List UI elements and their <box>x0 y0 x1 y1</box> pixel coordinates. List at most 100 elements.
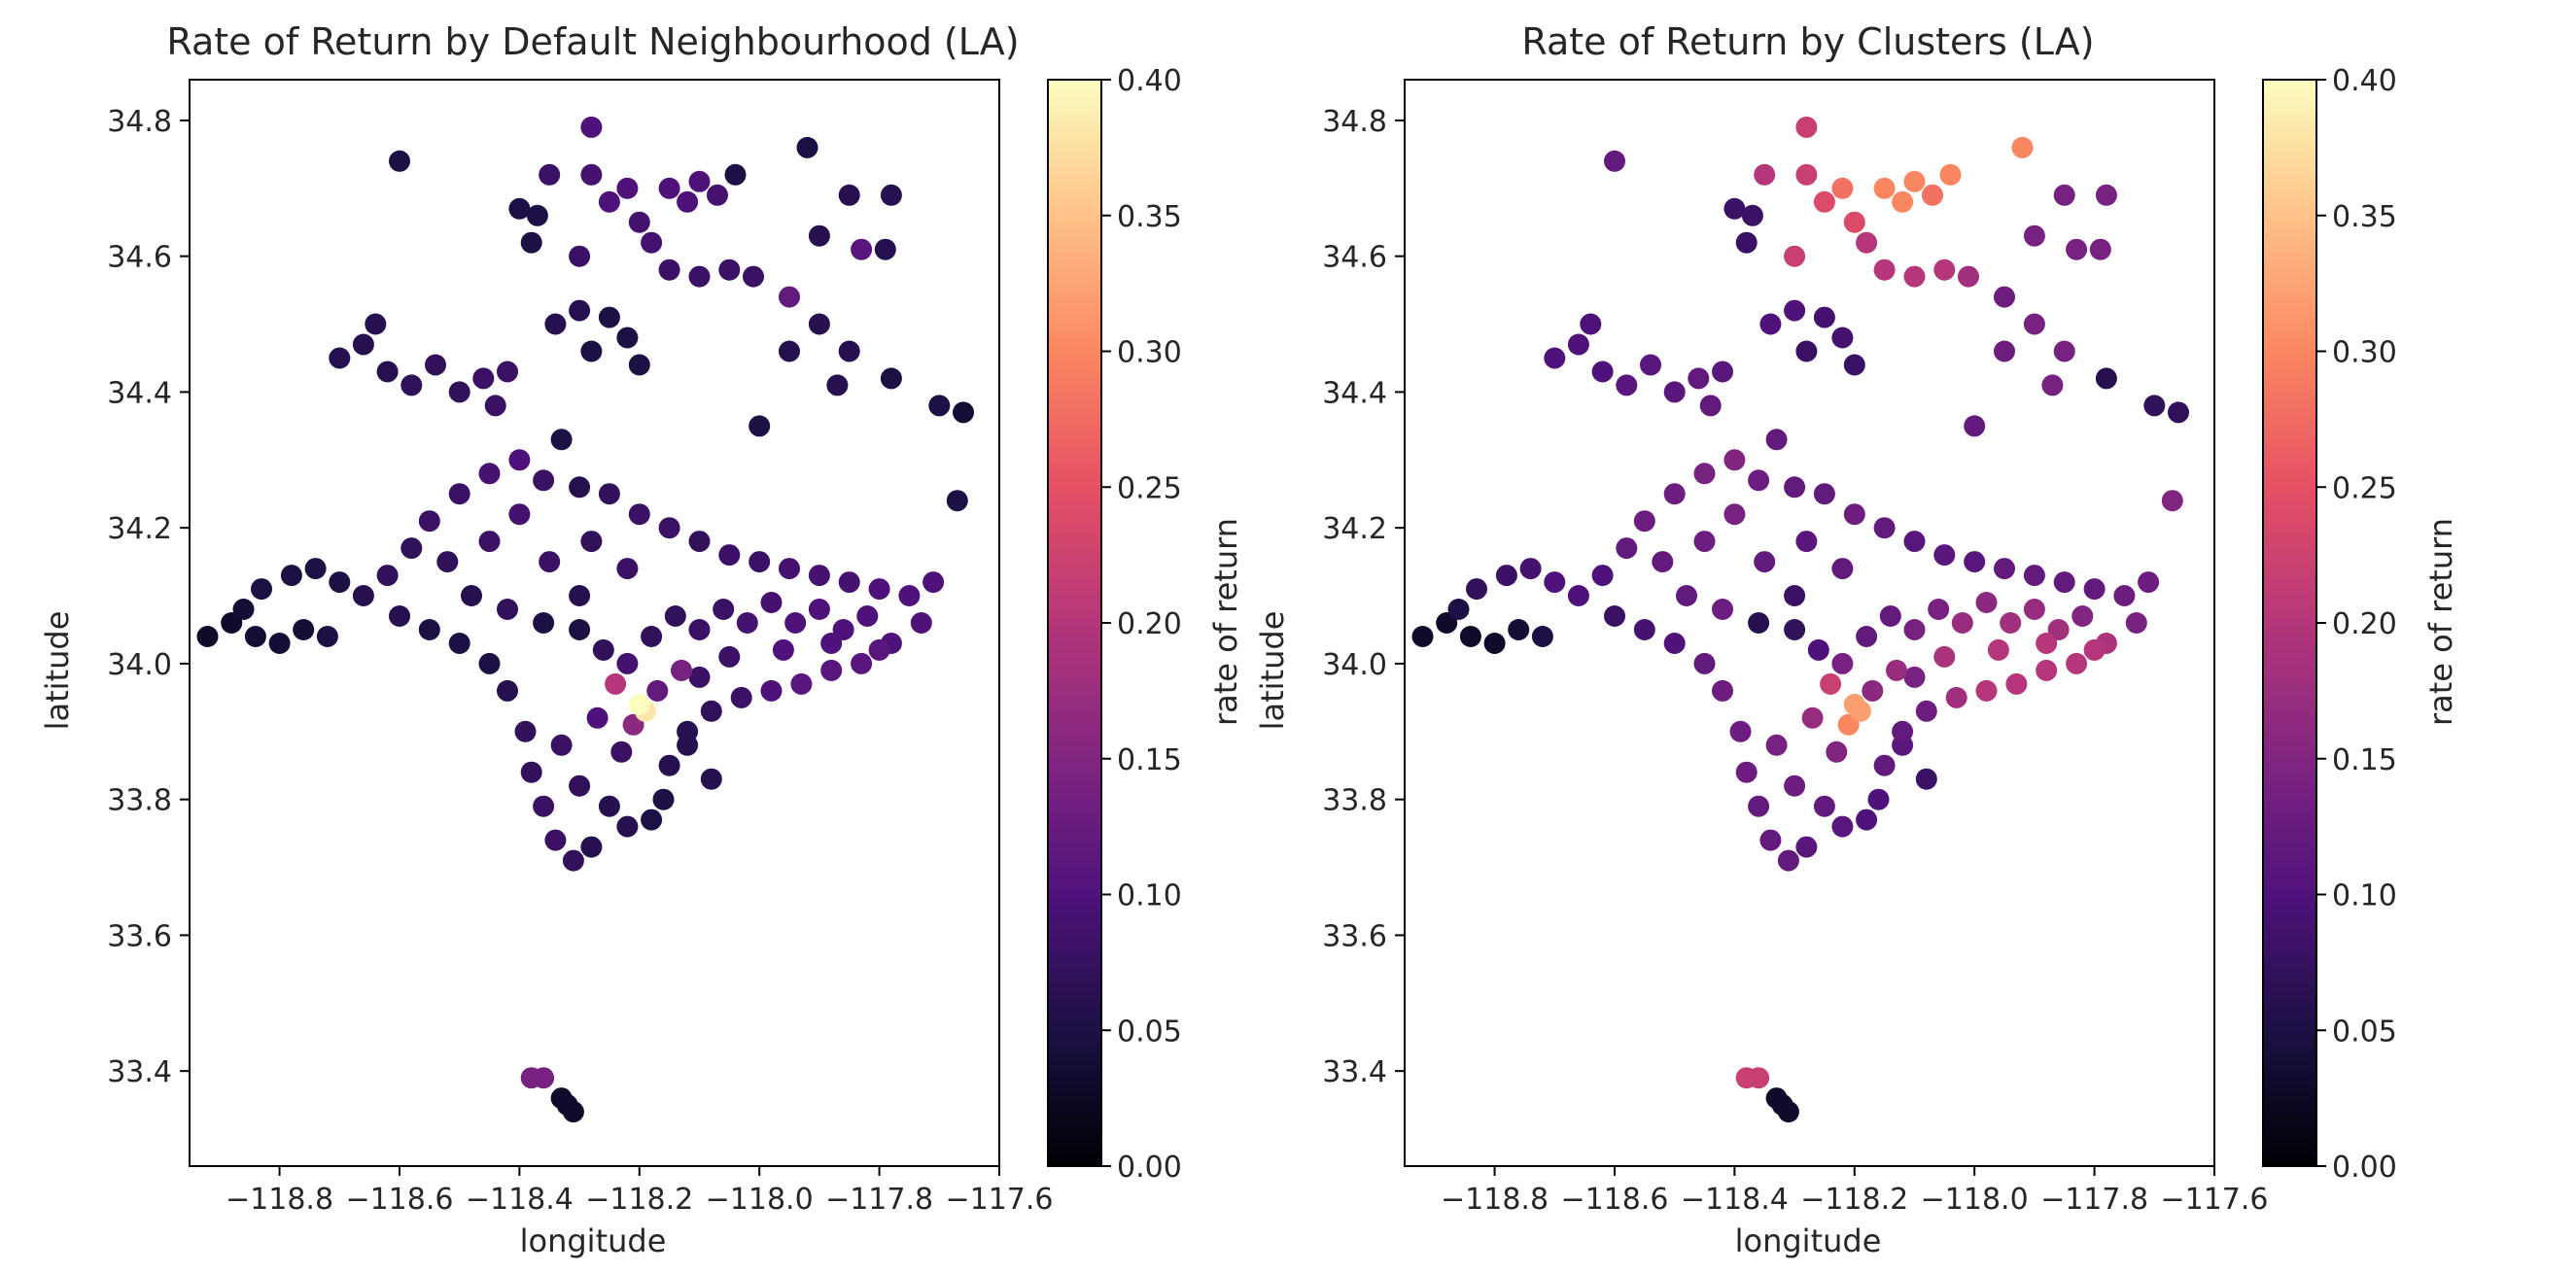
scatter-point <box>2143 395 2166 417</box>
scatter-point <box>1495 565 1517 587</box>
scatter-point <box>1759 829 1782 851</box>
scatter-point <box>1699 395 1722 417</box>
scatter-point <box>718 258 741 281</box>
scatter-point <box>1975 679 1998 702</box>
scatter-point <box>2000 612 2022 634</box>
scatter-point <box>544 829 567 851</box>
scatter-point <box>1712 599 1733 620</box>
scatter-point <box>1693 652 1716 674</box>
scatter-point <box>539 163 561 186</box>
scatter-point <box>646 679 669 702</box>
scatter-point <box>826 374 849 396</box>
scatter-point <box>1748 795 1770 817</box>
scatter-point <box>1867 788 1890 810</box>
scatter-point <box>1712 361 1733 383</box>
scatter-point <box>365 313 387 335</box>
scatter-point <box>1915 700 1937 722</box>
scatter-point <box>1447 599 1470 620</box>
scatter-point <box>760 592 783 613</box>
scatter-point <box>1411 626 1434 647</box>
scatter-point <box>2053 340 2075 362</box>
scatter-point <box>1873 177 1896 199</box>
scatter-point <box>1820 672 1842 695</box>
scatter-point <box>748 415 771 437</box>
scatter-point <box>953 401 974 424</box>
scatter-point <box>677 734 699 756</box>
scatter-point <box>1580 313 1602 335</box>
scatter-points <box>196 116 974 1123</box>
scatter-point <box>616 177 639 199</box>
scatter-point <box>569 476 591 499</box>
x-axis-label: longitude <box>520 1222 667 1259</box>
scatter-point <box>497 679 518 702</box>
scatter-point <box>928 395 951 417</box>
x-tick-label: −117.6 <box>945 1183 1053 1217</box>
plot-area: −118.8 −118.6 −118.4 −118.2 −118.0 −117.8 −117… <box>1322 79 2269 1217</box>
scatter-point <box>448 633 470 654</box>
scatter-point <box>779 558 800 580</box>
scatter-point <box>1915 768 1937 790</box>
scatter-point <box>1663 633 1686 654</box>
scatter-point <box>808 224 830 247</box>
scatter-point <box>724 163 747 186</box>
scatter-point <box>874 238 896 260</box>
scatter-point <box>569 245 591 267</box>
scatter-point <box>2041 374 2064 396</box>
scatter-point <box>472 367 495 390</box>
scatter-point <box>616 327 639 349</box>
scatter-point <box>1951 612 1973 634</box>
y-tick-label: 34.8 <box>107 105 172 139</box>
scatter-point <box>550 1087 573 1110</box>
scatter-point <box>1741 204 1763 226</box>
scatter-point <box>2095 367 2117 390</box>
scatter-point <box>1723 197 1746 220</box>
scatter-point <box>1964 551 1986 573</box>
scatter-point <box>1892 190 1914 213</box>
scatter-point <box>616 815 639 838</box>
scatter-point <box>796 136 818 158</box>
scatter-point <box>1933 258 1956 281</box>
scatter-point <box>1754 551 1776 573</box>
scatter-point <box>838 571 860 594</box>
scatter-point <box>251 578 272 601</box>
scatter-point <box>1849 700 1871 722</box>
colorbar: 0.00 0.05 0.10 0.15 0.20 0.25 0.30 0.35 0.40 <box>2262 64 2397 1185</box>
scatter-point <box>1748 612 1770 634</box>
x-tick-label: −117.8 <box>825 1183 933 1217</box>
y-tick-label: 33.4 <box>107 1055 172 1089</box>
colorbar: 0.00 0.05 0.10 0.15 0.20 0.25 0.30 0.35 0.40 <box>1047 64 1182 1185</box>
x-tick-label: −118.8 <box>226 1183 333 1217</box>
scatter-point <box>1892 720 1914 742</box>
scatter-point <box>2023 599 2045 620</box>
scatter-point <box>1459 626 1481 647</box>
scatter-point <box>1813 190 1835 213</box>
y-tick-label: 34.0 <box>1322 648 1387 682</box>
scatter-point <box>1567 333 1589 356</box>
scatter-point <box>2125 612 2147 634</box>
scatter-point <box>688 666 711 688</box>
scatter-point <box>329 571 351 594</box>
scatter-point <box>562 849 584 872</box>
scatter-point <box>598 483 620 505</box>
panel-right: Rate of Return by Clusters (LA) −118.8 −1… <box>1254 20 2459 1259</box>
x-tick-label: −117.6 <box>2160 1183 2268 1217</box>
scatter-point <box>718 544 741 567</box>
scatter-point <box>1784 245 1806 267</box>
scatter-point <box>1928 599 1950 620</box>
scatter-point <box>743 265 764 288</box>
scatter-point <box>1784 299 1806 322</box>
scatter-point <box>641 626 663 647</box>
scatter-point <box>478 531 501 553</box>
scatter-point <box>808 565 830 587</box>
scatter-point <box>1831 558 1854 580</box>
colorbar-tick-label: 0.25 <box>1117 471 1182 505</box>
scatter-point <box>688 531 711 553</box>
scatter-point <box>1873 754 1896 776</box>
scatter-point <box>569 774 591 797</box>
panel-left: Rate of Return by Default Neighbourhood … <box>39 20 1244 1259</box>
scatter-point <box>280 565 302 587</box>
scatter-point <box>304 558 327 580</box>
scatter-point <box>820 633 843 654</box>
scatter-point <box>1831 327 1854 349</box>
y-tick-label: 33.4 <box>1322 1055 1387 1089</box>
